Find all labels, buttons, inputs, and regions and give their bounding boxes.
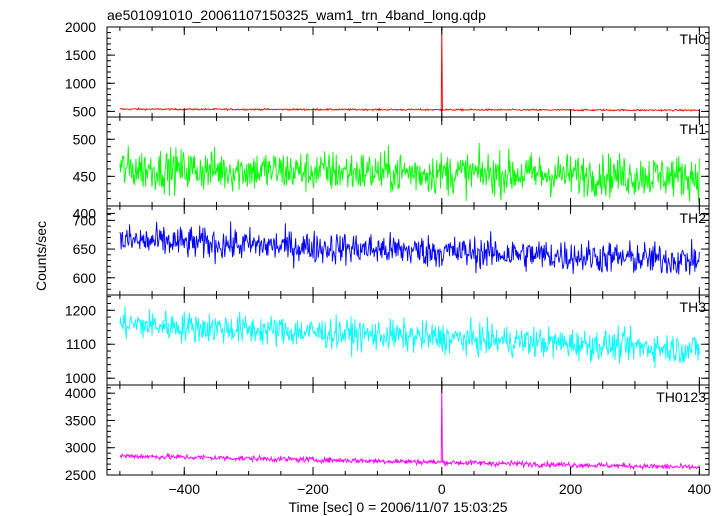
panel-th3: 1000 1100 1200 TH3 — [65, 294, 710, 386]
x-axis-label: Time [sec] 0 = 2006/11/07 15:03:25 — [288, 499, 507, 515]
series-line-th3 — [119, 306, 700, 368]
x-tick-label: −400 — [168, 481, 200, 497]
y-tick-label: 3500 — [65, 412, 96, 428]
series-line-th0 — [119, 27, 700, 113]
y-tick-label: 2000 — [65, 19, 96, 35]
panel-frame — [106, 116, 710, 207]
y-tick-label: 500 — [73, 103, 97, 119]
panel-frame — [106, 384, 710, 476]
y-tick-label: 1500 — [65, 47, 96, 63]
y-tick-label: 400 — [73, 205, 97, 221]
y-tick-label: 1000 — [65, 370, 96, 386]
panel-th0: 500 1000 1500 2000 TH0 — [65, 19, 710, 119]
panel-stack: 500 1000 1500 2000 TH0 400 450 500 TH1 600 650 700 T… — [65, 19, 710, 483]
panel-th2: 600 650 700 TH2 — [73, 205, 710, 296]
y-axis-label: Counts/sec — [33, 221, 49, 291]
series-line-th1 — [119, 142, 700, 203]
panel-label: TH1 — [680, 121, 707, 137]
x-tick-label: 200 — [559, 481, 583, 497]
x-tick-label: 400 — [688, 481, 712, 497]
chart-title: ae501091010_20061107150325_wam1_trn_4ban… — [107, 7, 486, 23]
x-tick-label: 0 — [438, 481, 446, 497]
panel-th1: 400 450 500 TH1 — [73, 116, 710, 221]
panel-frame — [106, 26, 710, 118]
x-axis-ticks: −400 −200 0 200 400 — [168, 481, 711, 497]
y-tick-label: 700 — [73, 212, 97, 228]
y-tick-label: 2500 — [65, 467, 96, 483]
panel-label: TH0123 — [656, 389, 706, 405]
panel-th0123: 2500 3000 3500 4000 TH0123 — [65, 384, 710, 483]
y-tick-label: 1000 — [65, 75, 96, 91]
panel-label: TH3 — [680, 299, 707, 315]
panel-label: TH2 — [680, 210, 707, 226]
y-tick-label: 600 — [73, 270, 97, 286]
y-tick-label: 500 — [73, 131, 97, 147]
series-line-th2 — [119, 221, 700, 275]
series-line-th0123 — [119, 385, 700, 471]
y-tick-label: 650 — [73, 241, 97, 257]
y-tick-label: 1200 — [65, 302, 96, 318]
y-tick-label: 450 — [73, 168, 97, 184]
y-tick-label: 3000 — [65, 440, 96, 456]
x-tick-label: −200 — [297, 481, 329, 497]
y-tick-label: 1100 — [66, 336, 96, 352]
panel-label: TH0 — [680, 31, 707, 47]
y-tick-label: 4000 — [65, 385, 96, 401]
